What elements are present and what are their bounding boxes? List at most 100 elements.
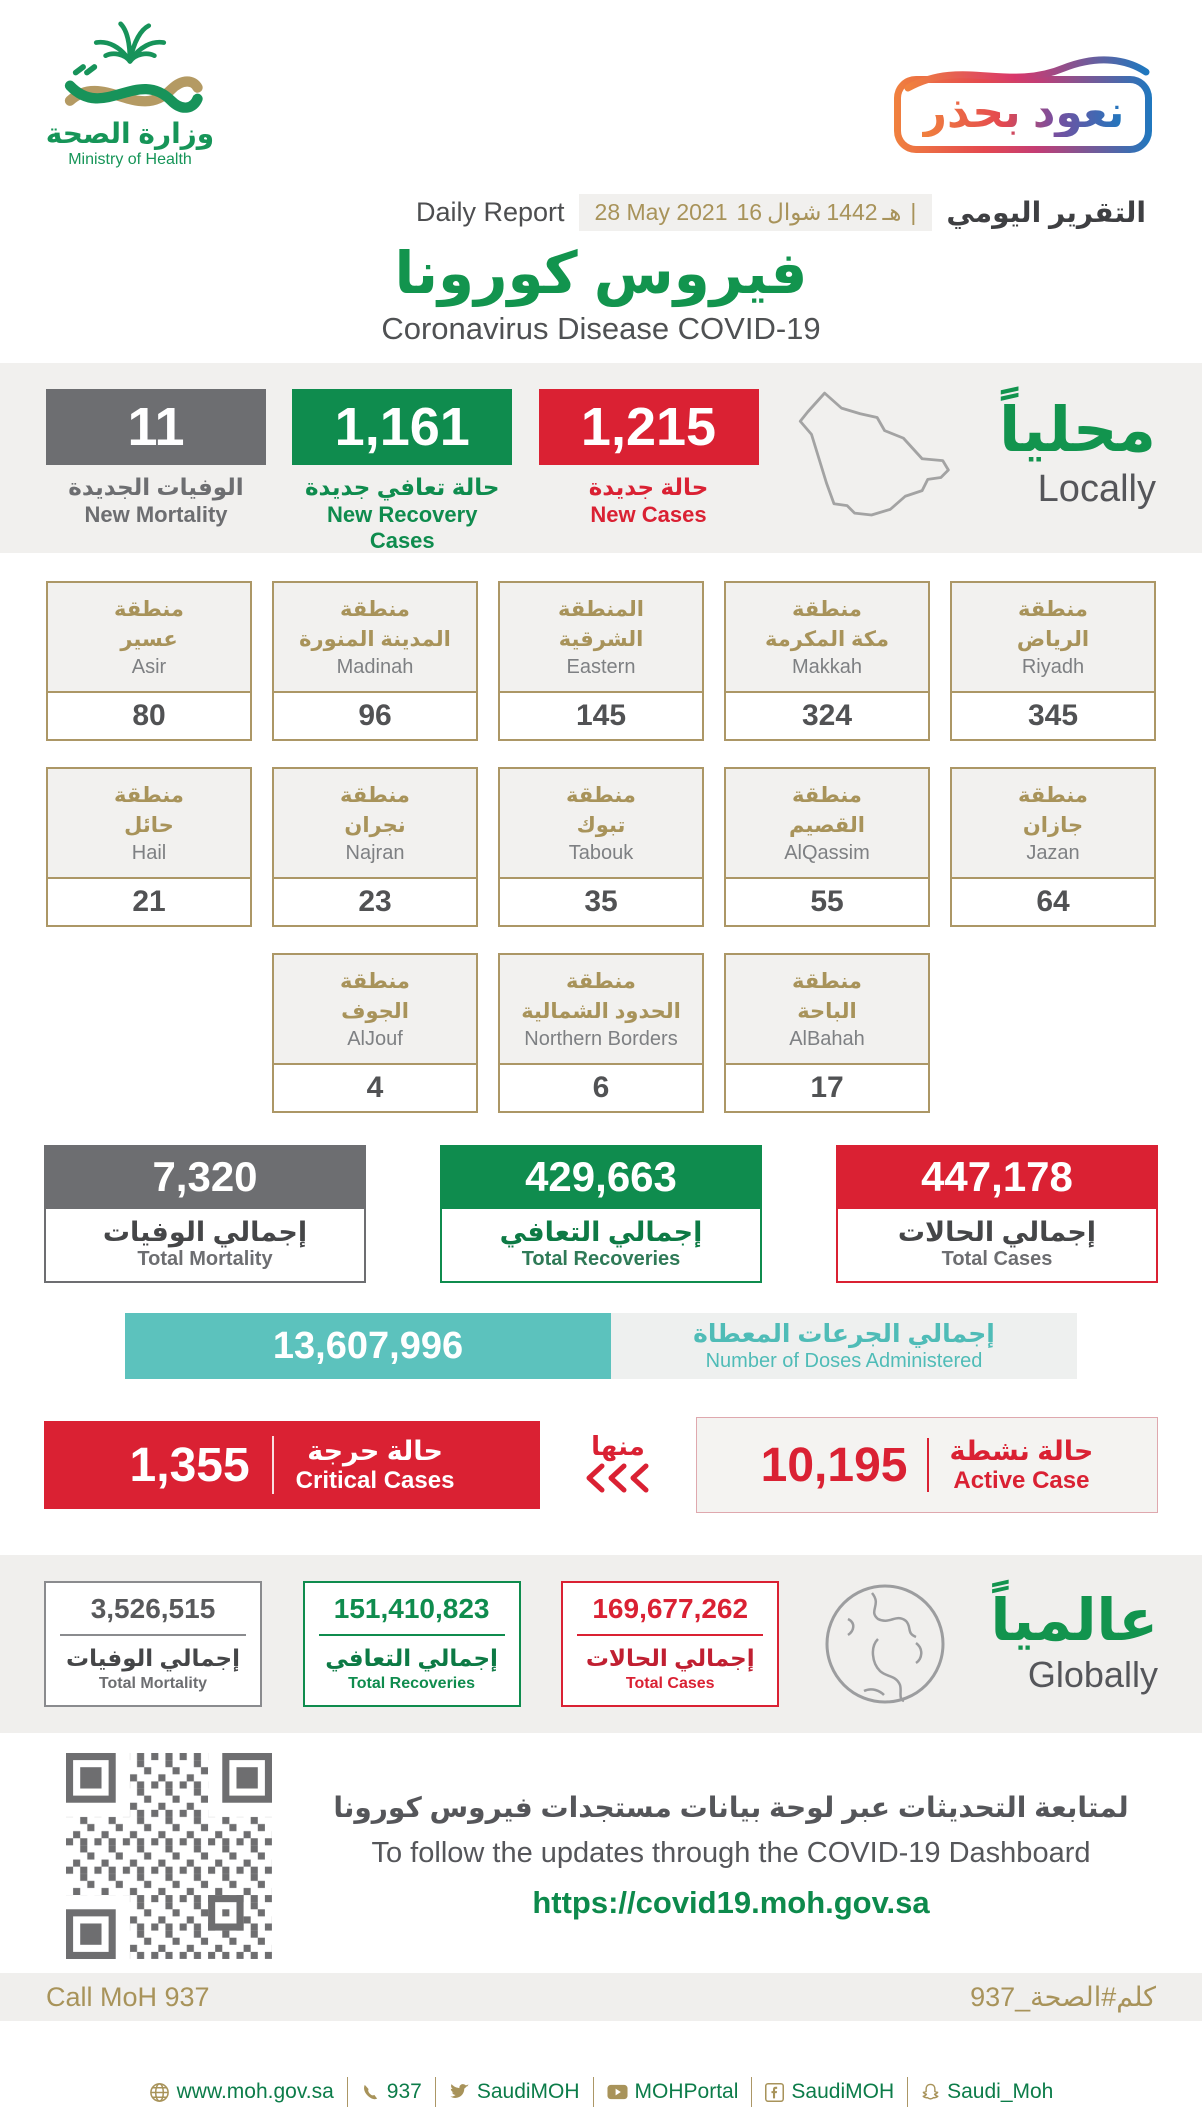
region-card-makkah: منطقة مكة المكرمة Makkah 324: [724, 581, 930, 741]
footer-youtube-label: MOHPortal: [634, 2080, 739, 2103]
region-card-madinah: منطقة المدينة المنورة Madinah 96: [272, 581, 478, 741]
total-recoveries-labels: إجمالي التعافي Total Recoveries: [440, 1209, 762, 1283]
active-cases-value: 10,195: [760, 1438, 908, 1492]
region-name-en: Tabouk: [568, 842, 634, 865]
region-name-en: Najran: [345, 842, 405, 865]
footer-website-label: www.moh.gov.sa: [176, 2080, 334, 2103]
doses-label-en: Number of Doses Administered: [705, 1350, 983, 1372]
dashboard-note-ar: لمتابعة التحديثات عبر لوحة بيانات مستجدا…: [333, 1792, 1129, 1823]
region-cases-value: 21: [132, 885, 166, 918]
global-cases-value: 169,677,262: [592, 1593, 749, 1624]
local-totals-row: 7,320 إجمالي الوفيات Total Mortality 429…: [44, 1145, 1158, 1283]
twitter-icon: [450, 2084, 469, 2098]
region-cases-value: 345: [1027, 699, 1079, 732]
region-card-northern-borders: منطقة الحدود الشمالية Northern Borders 6: [498, 953, 704, 1113]
page-title-english: Coronavirus Disease COVID-19: [381, 311, 821, 346]
total-cases-value: 447,178: [836, 1145, 1158, 1209]
date-pill: 28 May 2021 16 شوال 1442 هـ |: [578, 194, 933, 231]
active-cases-label-ar: حالة نشطة: [949, 1435, 1094, 1466]
divider: [318, 1634, 505, 1636]
global-mortality-label-en: Total Mortality: [98, 1675, 208, 1692]
critical-cases-box: 1,355 حالة حرجة Critical Cases: [44, 1421, 540, 1509]
region-header: منطقة تبوك Tabouk: [500, 769, 702, 879]
footer-link-phone[interactable]: 937: [361, 2080, 422, 2104]
region-name-en: Madinah: [336, 656, 414, 679]
region-card-aljouf: منطقة الجوف AlJouf 4: [272, 953, 478, 1113]
region-cases-value: 4: [366, 1071, 384, 1104]
region-name-en: Asir: [131, 656, 167, 679]
locally-section: 11 الوفيات الجديدة New Mortality 1,161 ح…: [0, 363, 1202, 553]
badge-swoosh-icon: [904, 56, 1150, 92]
of-which-indicator: منها: [540, 1431, 696, 1499]
total-recoveries-label-en: Total Recoveries: [521, 1248, 681, 1270]
total-recoveries-value: 429,663: [440, 1145, 762, 1209]
region-name-en: AlQassim: [784, 842, 870, 865]
dashboard-text: لمتابعة التحديثات عبر لوحة بيانات مستجدا…: [320, 1791, 1142, 1921]
total-mortality-label-en: Total Mortality: [137, 1248, 273, 1270]
region-name-ar: منطقة الباحة: [792, 969, 862, 1023]
region-name-ar: منطقة المدينة المنورة: [299, 597, 451, 651]
badge-slogan: نعود بحذر: [921, 88, 1125, 137]
region-name-en: Jazan: [1026, 842, 1080, 865]
of-which-label-ar: منها: [591, 1431, 645, 1461]
footer-link-snapchat[interactable]: Saudi_Moh: [921, 2080, 1053, 2104]
locally-heading-en: Locally: [1037, 467, 1156, 510]
region-header: المنطقة الشرقية Eastern: [500, 583, 702, 693]
region-cases-value: 23: [358, 885, 392, 918]
region-name-en: AlJouf: [347, 1028, 403, 1051]
footer-links: www.moh.gov.sa 937 SaudiMOH MOHPortal Sa…: [0, 2077, 1202, 2107]
qr-code: [66, 1753, 272, 1959]
active-cases-box: 10,195 حالة نشطة Active Case: [696, 1417, 1158, 1513]
total-cases-label-ar: إجمالي الحالات: [897, 1217, 1097, 1247]
region-header: منطقة الرياض Riyadh: [952, 583, 1154, 693]
footer-snapchat-label: Saudi_Moh: [947, 2080, 1054, 2103]
divider: [60, 1634, 246, 1636]
region-name-ar: منطقة جازان: [1018, 783, 1088, 837]
critical-cases-label-en: Critical Cases: [295, 1466, 455, 1494]
footer-link-website[interactable]: www.moh.gov.sa: [149, 2080, 334, 2104]
new-mortality-label-ar: الوفيات الجديدة: [68, 474, 244, 500]
region-cases-value: 17: [810, 1071, 844, 1104]
total-recoveries-card: 429,663 إجمالي التعافي Total Recoveries: [440, 1145, 762, 1283]
region-cases-value: 64: [1036, 885, 1070, 918]
active-cases-label-en: Active Case: [953, 1466, 1090, 1494]
website-globe-icon: [149, 2082, 169, 2102]
region-name-ar: منطقة مكة المكرمة: [765, 597, 889, 651]
region-header: منطقة مكة المكرمة Makkah: [726, 583, 928, 693]
region-name-ar: منطقة القصيم: [789, 783, 865, 837]
critical-active-row: 1,355 حالة حرجة Critical Cases منها 10,1…: [44, 1417, 1158, 1513]
youtube-icon: [607, 2084, 628, 2100]
new-recovery-stat: 1,161 حالة تعافي جديدة New Recovery Case…: [292, 363, 513, 553]
footer-link-twitter[interactable]: SaudiMOH: [449, 2080, 580, 2104]
new-recovery-value: 1,161: [292, 389, 513, 465]
date-separator: |: [910, 199, 917, 225]
region-card-alqassim: منطقة القصيم AlQassim 55: [724, 767, 930, 927]
footer-link-youtube[interactable]: MOHPortal: [607, 2080, 739, 2104]
globally-heading-ar: عالمياً: [990, 1588, 1158, 1653]
doses-value: 13,607,996: [125, 1313, 611, 1379]
divider: [751, 2077, 753, 2107]
new-mortality-stat: 11 الوفيات الجديدة New Mortality: [46, 363, 266, 553]
region-name-ar: منطقة الحدود الشمالية: [521, 969, 681, 1023]
footer-link-facebook[interactable]: SaudiMOH: [765, 2080, 894, 2104]
region-name-en: Hail: [131, 842, 167, 865]
report-date-row: Daily Report 28 May 2021 16 شوال 1442 هـ |…: [0, 194, 1146, 231]
region-card-najran: منطقة نجران Najran 23: [272, 767, 478, 927]
globally-heading-en: Globally: [1027, 1654, 1158, 1695]
region-name-ar: منطقة تبوك: [566, 783, 636, 837]
global-recoveries-card: 151,410,823 إجمالي التعافي Total Recover…: [302, 1581, 521, 1707]
regions-grid: منطقة عسير Asir 80 منطقة المدينة المنورة M…: [46, 581, 1156, 1113]
daily-report-label-en: Daily Report: [415, 197, 565, 227]
global-recoveries-value: 151,410,823: [333, 1593, 490, 1624]
facebook-icon: [765, 2082, 785, 2102]
region-name-en: Eastern: [566, 656, 636, 679]
total-cases-labels: إجمالي الحالات Total Cases: [836, 1209, 1158, 1283]
region-name-en: Riyadh: [1021, 656, 1085, 679]
badge-border: نعود بحذر: [894, 76, 1152, 153]
region-name-ar: منطقة عسير: [114, 597, 184, 651]
dashboard-url-link[interactable]: https://covid19.moh.gov.sa: [532, 1885, 930, 1920]
region-name-ar: منطقة حائل: [114, 783, 184, 837]
region-header: منطقة جازان Jazan: [952, 769, 1154, 879]
region-card-hail: منطقة حائل Hail 21: [46, 767, 252, 927]
date-gregorian: 28 May 2021: [594, 199, 728, 225]
